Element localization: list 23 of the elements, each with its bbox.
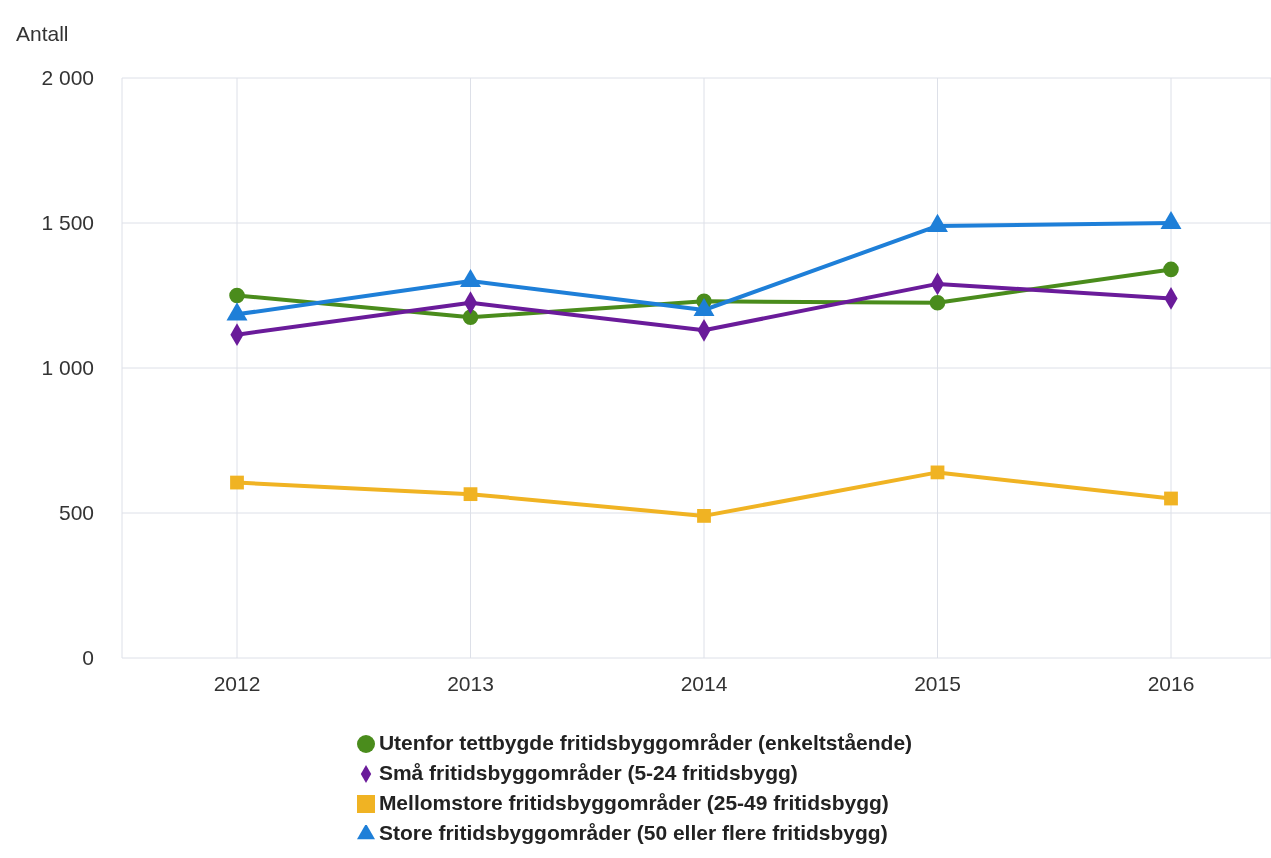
legend-label: Små fritidsbyggområder (5-24 fritidsbygg) [378, 761, 798, 784]
point [929, 294, 946, 311]
y-tick-label: 1 000 [41, 356, 94, 380]
point [1163, 261, 1179, 278]
point [230, 475, 244, 490]
x-tick-label: 2015 [914, 671, 961, 695]
x-tick-label: 2012 [213, 671, 261, 695]
y-tick-label: 0 [82, 646, 94, 670]
legend-label: Utenfor tettbygde fritidsbyggområder (enkeltstående) [378, 731, 913, 754]
y-tick-label: 2 000 [41, 66, 94, 90]
point [697, 509, 711, 523]
point [229, 287, 245, 304]
x-tick-label: 2013 [447, 671, 494, 695]
point [462, 309, 479, 326]
legend-label: Store fritidsbyggområder (50 eller flere fritidsbygg) [378, 821, 888, 844]
x-tick-label: 2016 [1147, 671, 1195, 695]
y-axis-title: Antall [16, 22, 69, 46]
x-tick-label: 2014 [680, 671, 728, 695]
y-tick-label: 1 500 [41, 211, 94, 235]
y-tick-label: 500 [58, 501, 94, 525]
point [1164, 491, 1178, 506]
point [463, 487, 478, 502]
legend-label: Mellomstore fritidsbyggområder (25-49 fritidsbygg) [378, 791, 889, 814]
